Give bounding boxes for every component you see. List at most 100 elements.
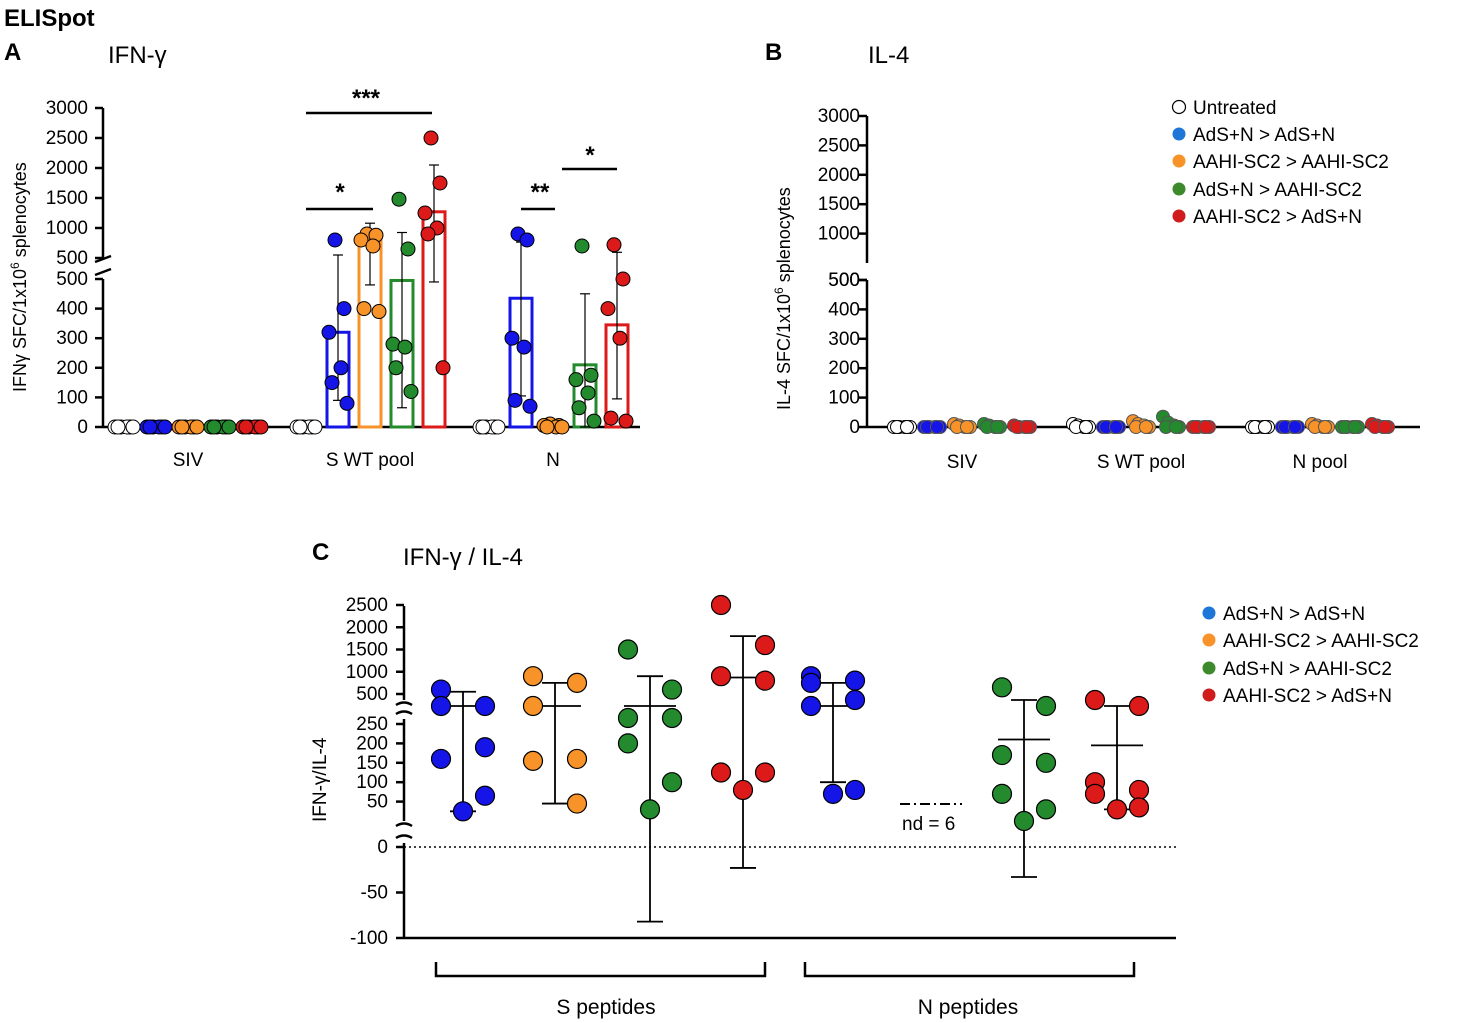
data-point	[1020, 420, 1034, 434]
data-point	[1378, 420, 1392, 434]
data-point	[1128, 779, 1150, 801]
panel-b-title: IL-4	[868, 42, 909, 69]
data-point	[371, 304, 387, 320]
panel-c-y-tick-label: 50	[367, 792, 388, 813]
data-point	[400, 241, 416, 257]
data-point	[732, 779, 754, 801]
data-point	[800, 672, 822, 693]
data-point	[327, 232, 343, 248]
panel-c-y-tick-label: 500	[356, 684, 388, 705]
data-point	[110, 419, 126, 435]
panel-a-y-tick-label: 1500	[46, 188, 88, 209]
legend-marker-g2	[1172, 154, 1186, 168]
panel-c-title: IFN-γ / IL-4	[403, 544, 523, 571]
legend-entry: AdS+N > AdS+N	[1223, 604, 1365, 625]
panel-c-axis-break-2	[395, 822, 413, 840]
data-point	[475, 419, 491, 435]
legend-marker-g4	[1202, 688, 1216, 702]
legend-marker-g4	[1172, 209, 1186, 223]
data-point	[586, 413, 602, 429]
data-point	[617, 707, 639, 729]
legend-marker-g3	[1202, 661, 1216, 675]
data-point	[253, 419, 269, 435]
data-point	[1318, 420, 1332, 434]
panel-a-y-tick-label: 400	[56, 299, 88, 320]
data-point	[1035, 799, 1057, 820]
data-point	[661, 772, 683, 793]
data-point	[125, 419, 141, 435]
data-point	[365, 238, 381, 254]
panel-b-y-tick-label: 200	[828, 358, 860, 379]
panel-b-y-tick-label: 0	[849, 417, 860, 438]
panel-c-y-tick-label: 1500	[346, 640, 388, 661]
data-point	[397, 339, 413, 355]
data-point	[554, 419, 570, 435]
legend-marker-g3	[1172, 182, 1186, 196]
data-point	[221, 419, 237, 435]
data-point	[603, 410, 619, 426]
data-point	[571, 400, 587, 416]
panel-a-y-tick-label: 300	[56, 328, 88, 349]
panel-c-label: C	[312, 539, 329, 566]
data-point	[333, 360, 349, 376]
group-bracket-n	[803, 962, 1136, 978]
panel-c-y-axis-label: IFN-γ/IL-4	[310, 737, 331, 822]
panel-c-y-tick-label: 2000	[346, 617, 388, 638]
data-point	[710, 762, 732, 783]
data-point	[142, 419, 158, 435]
data-point	[504, 330, 520, 346]
data-point	[522, 666, 544, 687]
data-point	[1288, 420, 1302, 434]
data-point	[238, 419, 254, 435]
data-point	[174, 419, 190, 435]
data-point	[353, 232, 369, 248]
panel-a-x-tick-label: SIV	[173, 450, 204, 471]
panel-b-x-tick-label: N pool	[1293, 452, 1348, 473]
panel-b-y-tick-label: 100	[828, 388, 860, 409]
data-point	[522, 398, 538, 414]
panel-c-y-tick-label: -100	[350, 928, 388, 949]
legend-marker-g2	[1202, 633, 1216, 647]
legend-entry: AdS+N > AAHI-SC2	[1193, 180, 1362, 201]
figure-title: ELISpot	[4, 5, 95, 32]
data-point	[307, 419, 323, 435]
legend-entry: Untreated	[1193, 98, 1276, 119]
data-point	[539, 419, 555, 435]
data-point	[206, 419, 222, 435]
data-point	[1013, 810, 1035, 832]
data-point	[432, 175, 448, 191]
data-point	[754, 670, 776, 691]
data-point	[617, 639, 639, 660]
legend-entry: AdS+N > AAHI-SC2	[1223, 659, 1392, 680]
data-point	[661, 707, 683, 729]
panel-a-y-tick-label: 2000	[46, 158, 88, 179]
data-point	[507, 392, 523, 408]
panel-b-y-tick-label: 2000	[818, 165, 860, 186]
data-point	[606, 237, 622, 253]
panel-b: B IL-4 IL-4 SFC/1x106 splenocytes 0 100 20…	[765, 39, 1420, 473]
legend-entry: AAHI-SC2 > AAHI-SC2	[1193, 152, 1389, 173]
legend-marker-g1	[1202, 606, 1216, 620]
data-point	[157, 419, 173, 435]
legend-entry: AAHI-SC2 > AAHI-SC2	[1223, 631, 1419, 652]
data-point	[519, 232, 535, 248]
sig-label-n-1: **	[531, 179, 550, 206]
data-point	[991, 744, 1013, 766]
data-point	[930, 420, 944, 434]
data-point	[617, 733, 639, 754]
data-point	[430, 748, 452, 770]
panel-b-y-tick-label: 1000	[818, 224, 860, 245]
group-label-s: S peptides	[556, 996, 655, 1019]
panel-a-y-tick-label: 200	[56, 358, 88, 379]
data-point	[844, 689, 866, 711]
panel-b-x-tick-label: S WT pool	[1097, 452, 1185, 473]
panel-a-y-tick-label: 500	[56, 248, 88, 269]
panel-a-x-tick-label: S WT pool	[326, 450, 414, 471]
data-point	[1348, 420, 1362, 434]
data-point	[403, 383, 419, 399]
data-point	[844, 779, 866, 801]
data-point	[516, 339, 532, 355]
data-point	[960, 420, 974, 434]
panel-b-y-axis-label: IL-4 SFC/1x106 splenocytes	[772, 187, 794, 410]
data-point	[324, 375, 340, 391]
